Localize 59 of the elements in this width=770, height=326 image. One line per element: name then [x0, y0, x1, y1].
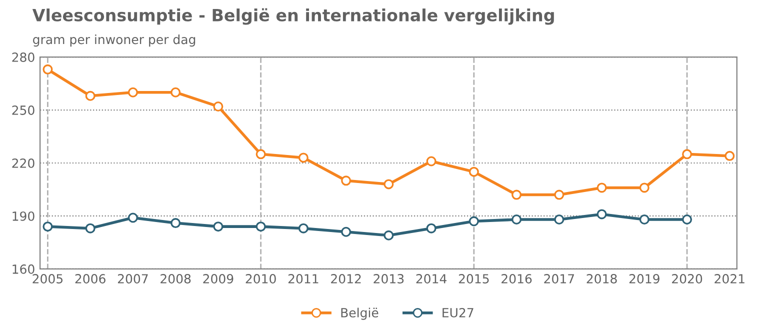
- point: [85, 223, 96, 234]
- x-tick-label: 2007: [118, 274, 148, 284]
- y-tick-label: 160: [12, 264, 34, 274]
- point: [426, 156, 436, 166]
- x-tick-label: 2021: [714, 274, 744, 284]
- point: [682, 214, 692, 225]
- point: [596, 209, 607, 220]
- chart-title: Vleesconsumptie - België en internationale vergelijking: [32, 8, 554, 25]
- point: [170, 87, 181, 98]
- point: [639, 214, 650, 225]
- x-tick-label: 2008: [160, 274, 191, 284]
- point: [128, 87, 138, 98]
- x-tick-label: 2012: [331, 274, 361, 284]
- legend-label: België: [341, 308, 378, 320]
- y-tick-label: 280: [12, 52, 34, 62]
- point: [554, 214, 564, 225]
- point: [213, 222, 224, 232]
- x-tick-label: 2013: [374, 274, 404, 284]
- point: [341, 176, 352, 186]
- point: [384, 230, 394, 240]
- point: [596, 182, 607, 193]
- point: [256, 222, 266, 232]
- point: [554, 190, 564, 200]
- x-tick-label: 2009: [203, 274, 234, 284]
- point: [468, 216, 479, 226]
- point: [724, 150, 735, 161]
- point: [512, 214, 522, 225]
- point: [384, 179, 394, 190]
- point: [426, 223, 436, 234]
- point: [85, 90, 96, 101]
- legend-label: EU27: [442, 308, 474, 318]
- chart-subtitle: gram per inwoner per dag: [33, 34, 196, 47]
- x-tick-label: 2019: [629, 274, 660, 284]
- y-tick-label: 220: [12, 158, 34, 168]
- point: [42, 64, 53, 74]
- x-tick-label: 2011: [288, 274, 318, 284]
- x-tick-label: 2006: [75, 274, 106, 284]
- point: [298, 223, 308, 234]
- x-tick-label: 2005: [32, 274, 63, 284]
- point: [682, 149, 692, 160]
- y-tick-label: 190: [12, 211, 34, 221]
- x-tick-label: 2010: [246, 274, 276, 284]
- x-tick-label: 2018: [586, 274, 617, 284]
- point: [468, 166, 479, 177]
- point: [298, 152, 308, 163]
- point: [128, 212, 138, 223]
- y-tick-label: 250: [12, 105, 34, 115]
- x-tick-label: 2020: [672, 274, 702, 284]
- point: [170, 218, 181, 228]
- point: [639, 182, 650, 193]
- x-tick-label: 2016: [502, 274, 532, 284]
- point: [213, 101, 224, 112]
- x-tick-label: 2015: [458, 274, 489, 284]
- point: [341, 226, 352, 237]
- x-tick-label: 2014: [416, 274, 447, 284]
- x-tick-label: 2017: [544, 274, 574, 284]
- point: [512, 190, 522, 200]
- point: [256, 149, 266, 160]
- point: [42, 222, 53, 232]
